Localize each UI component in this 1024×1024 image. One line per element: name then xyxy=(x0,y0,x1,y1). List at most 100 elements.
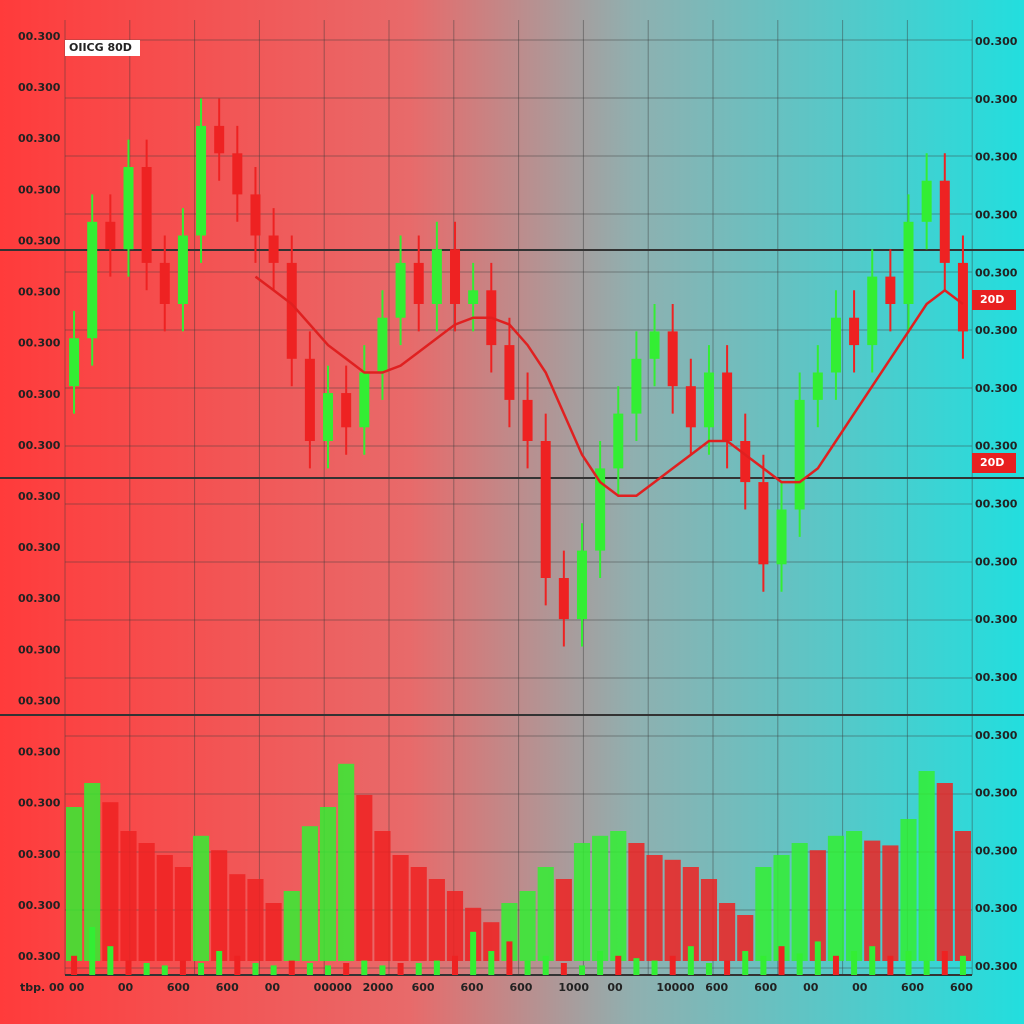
indicator-bar xyxy=(356,795,373,961)
indicator-bar xyxy=(247,879,264,961)
volume-bar xyxy=(560,963,567,975)
left-label: 00.300 xyxy=(18,234,61,247)
candle-body xyxy=(395,262,406,318)
volume-bar xyxy=(742,951,749,975)
candle-body xyxy=(957,262,968,332)
right-label: 00.300 xyxy=(975,208,1018,221)
chart-title: OIICG 80D xyxy=(69,41,132,54)
left-label: 00.300 xyxy=(18,899,61,912)
volume-bar xyxy=(252,963,259,975)
candle-body xyxy=(703,372,714,428)
candle-body xyxy=(740,441,751,483)
left-label: 00.300 xyxy=(18,541,61,554)
volume-bar xyxy=(887,955,894,975)
candle-body xyxy=(776,509,787,565)
tag-box xyxy=(972,453,1016,473)
indicator-bar xyxy=(791,843,808,961)
tag-box xyxy=(972,290,1016,310)
indicator-bar xyxy=(573,843,591,961)
indicator-bar xyxy=(755,867,772,961)
volume-bar xyxy=(433,960,440,975)
candle-body xyxy=(667,331,678,387)
left-label: 00.300 xyxy=(18,388,61,401)
indicator-bar xyxy=(428,879,445,961)
bottom-label: 10000 xyxy=(656,981,695,994)
volume-bar xyxy=(615,955,622,975)
volume-bar xyxy=(778,946,785,975)
candle-body xyxy=(268,235,279,263)
candle-body xyxy=(105,221,116,250)
indicator-bar xyxy=(501,903,518,961)
indicator-bar xyxy=(156,855,173,961)
indicator-bar xyxy=(84,783,101,961)
volume-bar xyxy=(325,965,332,975)
volume-bar xyxy=(234,955,241,975)
volume-bar xyxy=(524,960,531,975)
bottom-label: 600 xyxy=(754,981,777,994)
candle-body xyxy=(867,276,878,346)
volume-bar xyxy=(107,946,114,975)
candle-body xyxy=(595,468,606,551)
grid xyxy=(64,20,973,975)
left-label: 00.300 xyxy=(18,848,61,861)
indicator-bar xyxy=(138,843,155,961)
volume-bar xyxy=(687,946,694,975)
indicator-bar xyxy=(446,891,464,961)
right-label: 00.300 xyxy=(975,266,1018,279)
volume-bar xyxy=(869,946,876,975)
indicator-bar xyxy=(682,867,699,961)
tag-label: 20D xyxy=(980,293,1004,306)
volume-bar xyxy=(270,965,277,975)
indicator-bar xyxy=(229,874,246,961)
candle-body xyxy=(830,317,841,373)
indicator-bar xyxy=(265,903,282,961)
indicator-bar xyxy=(301,826,318,961)
volume-bar xyxy=(851,951,858,975)
bottom-label: 00 xyxy=(607,981,623,994)
indicator-bar xyxy=(628,843,645,961)
volume-bar xyxy=(216,951,223,975)
indicator-bar xyxy=(410,867,427,961)
candle-body xyxy=(939,180,950,263)
left-label: 00.300 xyxy=(18,643,61,656)
volume-bar xyxy=(415,963,422,975)
indicator-bar xyxy=(882,845,899,961)
bottom-label: 00 xyxy=(118,981,134,994)
right-label: 00.300 xyxy=(975,787,1018,800)
volume-bar xyxy=(343,963,350,975)
candle-body xyxy=(177,235,188,304)
volume-bar xyxy=(814,941,821,975)
bottom-label: 600 xyxy=(901,981,924,994)
volume-bar xyxy=(179,960,186,975)
candle-body xyxy=(196,125,207,236)
volume-bar xyxy=(796,953,803,975)
bottom-label: 600 xyxy=(509,981,532,994)
indicator-bar xyxy=(773,855,790,961)
volume-bar xyxy=(125,960,132,975)
indicator-bar xyxy=(610,831,627,961)
volume-bar xyxy=(452,955,459,975)
candle-body xyxy=(758,482,769,565)
bottom-label: 600 xyxy=(167,981,190,994)
right-label: 00.300 xyxy=(975,729,1018,742)
left-label: 00.300 xyxy=(18,592,61,605)
indicator-bar xyxy=(374,831,391,961)
indicator-bar xyxy=(737,915,754,961)
candle-body xyxy=(885,276,896,304)
candle-body xyxy=(377,317,388,373)
candle-body xyxy=(540,441,551,578)
candle-body xyxy=(558,578,569,620)
indicator-bar xyxy=(827,835,845,961)
candle-body xyxy=(87,221,98,339)
right-label: 00.300 xyxy=(975,902,1018,915)
indicator-bar xyxy=(120,831,137,961)
tag-label: 20D xyxy=(980,456,1004,469)
indicator-bar xyxy=(918,771,935,961)
left-label: 00.300 xyxy=(18,30,61,43)
volume-bar xyxy=(89,927,96,975)
indicator-bar xyxy=(519,891,536,961)
candle-body xyxy=(504,345,515,400)
volume-bar xyxy=(361,960,368,975)
bottom-label: 2000 xyxy=(363,981,394,994)
